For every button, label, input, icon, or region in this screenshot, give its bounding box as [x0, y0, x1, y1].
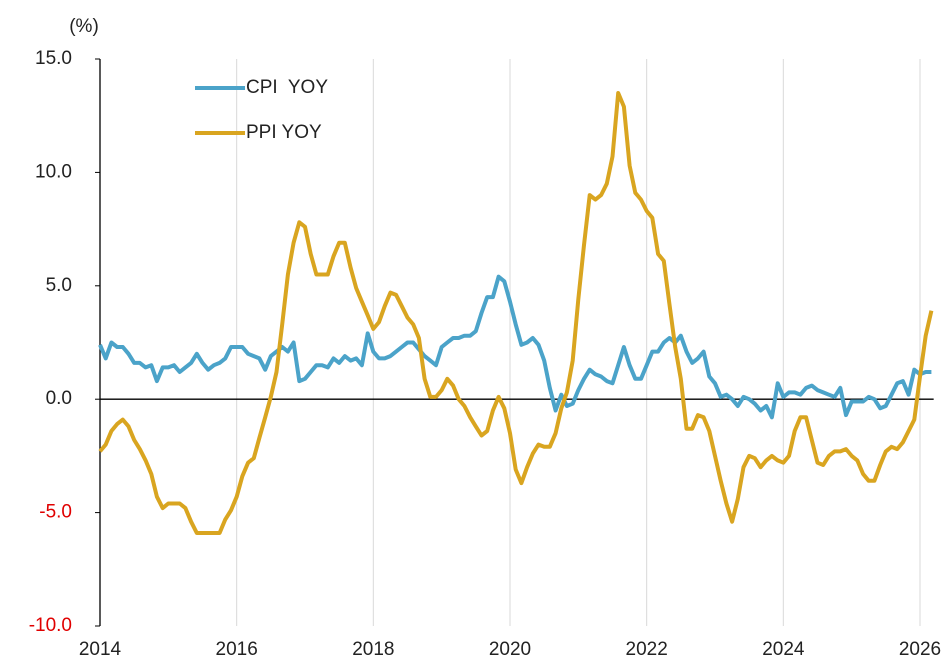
x-tick-label: 2014	[79, 639, 122, 660]
x-tick-label: 2018	[352, 639, 394, 660]
data-line	[98, 91, 934, 535]
legend-label: PPI YOY	[246, 122, 322, 143]
x-tick-label: 2016	[216, 639, 258, 660]
y-tick-label: 10.0	[35, 161, 72, 182]
x-tick-label: 2022	[626, 639, 668, 660]
y-axis-label: (%)	[69, 16, 99, 37]
y-tick-label: -5.0	[39, 502, 72, 523]
x-tick-label: 2024	[762, 639, 805, 660]
y-tick-label: 5.0	[46, 275, 72, 296]
legend-label: CPI YOY	[246, 77, 328, 98]
y-tick-label: -10.0	[29, 615, 72, 636]
data-line	[98, 274, 932, 420]
x-tick-label: 2020	[489, 639, 531, 660]
y-tick-label: 15.0	[35, 48, 72, 69]
x-tick-label: 2026	[899, 639, 941, 660]
y-tick-label: 0.0	[46, 388, 72, 409]
